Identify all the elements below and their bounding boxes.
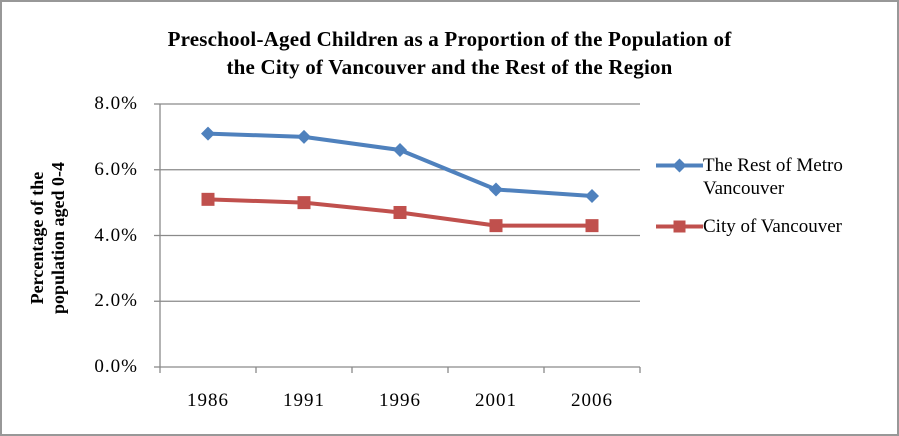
y-tick-label: 2.0% [94,290,138,312]
chart-title-line1: Preschool-Aged Children as a Proportion … [167,27,732,51]
legend: The Rest of Metro Vancouver City of Vanco… [656,154,881,238]
y-tick-label: 6.0% [94,158,138,180]
chart-title: Preschool-Aged Children as a Proportion … [2,25,897,81]
data-point-marker [297,129,311,144]
legend-label: The Rest of Metro Vancouver [703,155,843,199]
legend-label: City of Vancouver [703,216,842,237]
data-point-marker [489,182,503,197]
y-tick-label: 4.0% [94,224,138,246]
y-tick-label: 0.0% [94,356,138,377]
data-point-marker [489,219,503,233]
legend-item: The Rest of Metro Vancouver [656,154,881,200]
legend-diamond-marker-icon [656,158,703,173]
data-point-marker [393,205,407,219]
legend-item: City of Vancouver [656,215,881,238]
chart-title-line2: the City of Vancouver and the Rest of th… [226,55,673,79]
y-tick-label: 8.0% [94,93,138,114]
x-tick-label: 1996 [379,390,421,411]
x-tick-label: 1991 [283,390,325,411]
data-point-marker [201,192,215,206]
legend-square-marker-icon [656,220,703,233]
x-tick-label: 2001 [475,390,517,411]
x-tick-label: 1986 [187,390,229,411]
data-point-marker [297,196,311,210]
data-point-marker [201,126,215,141]
series-line-the-rest-of-metro-vancouver [206,131,594,199]
data-point-marker [393,143,407,158]
data-point-marker [585,219,599,233]
x-tick-label: 2006 [571,390,613,411]
data-point-marker [585,189,599,204]
